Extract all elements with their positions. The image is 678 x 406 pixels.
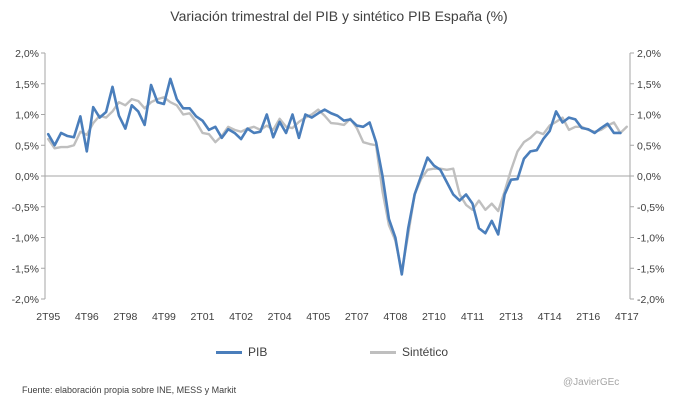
y-tick-label-left: 0,5% [15, 140, 39, 152]
y-tick-label-right: -0,5% [637, 202, 664, 214]
source-note: Fuente: elaboración propia sobre INE, ME… [22, 385, 237, 395]
y-tick-label-left: 2,0% [15, 48, 39, 60]
y-tick-label-right: -2,0% [637, 294, 664, 306]
y-tick-label-right: 2,0% [637, 48, 661, 60]
y-axis-left-ticks: 2,0% 1,5% 1,0% 0,5% 0,0% -0,5% -1,0% -1,5% -2,0% [12, 48, 45, 306]
x-tick-label: 4T05 [306, 311, 330, 323]
x-tick-label: 4T14 [538, 311, 562, 323]
x-tick-label: 2T07 [345, 311, 369, 323]
legend-label-pib: PIB [248, 345, 268, 359]
x-tick-label: 4T08 [383, 311, 407, 323]
author-credit: @JavierGEc [563, 377, 620, 388]
x-tick-label: 4T96 [75, 311, 99, 323]
x-tick-label: 2T95 [36, 311, 60, 323]
chart-title: Variación trimestral del PIB y sintético… [170, 8, 508, 24]
y-tick-label-right: 0,5% [637, 140, 661, 152]
chart-axes [44, 53, 631, 299]
x-tick-label: 2T13 [499, 311, 523, 323]
y-tick-label-left: -1,5% [12, 263, 39, 275]
y-tick-label-left: -2,0% [12, 294, 39, 306]
legend-label-sintetico: Sintético [402, 345, 449, 359]
x-tick-label: 4T11 [461, 311, 484, 323]
y-tick-label-left: 1,0% [15, 110, 39, 122]
x-tick-label: 2T16 [576, 311, 600, 323]
series-lines [46, 77, 628, 276]
legend-swatch-pib [216, 351, 242, 355]
legend-swatch-sintetico [370, 351, 396, 355]
y-axis-right-ticks: 2,0% 1,5% 1,0% 0,5% 0,0% -0,5% -1,0% -1,5% -2,0% [630, 48, 664, 306]
x-tick-label: 4T17 [615, 311, 639, 323]
series-line-pib [46, 77, 622, 276]
x-tick-label: 2T04 [268, 311, 292, 323]
y-tick-label-right: 0,0% [637, 171, 661, 183]
legend-item-pib: PIB [216, 345, 267, 359]
x-axis-ticks: 2T95 4T96 2T98 4T99 2T01 4T02 2T04 4T05 2T07 4T08… [36, 311, 639, 323]
y-tick-label-right: 1,0% [637, 110, 661, 122]
y-tick-label-left: 1,5% [15, 79, 39, 91]
x-tick-label: 2T01 [191, 311, 215, 323]
y-tick-label-left: 0,0% [15, 171, 39, 183]
x-tick-label: 2T10 [422, 311, 446, 323]
x-tick-label: 4T02 [229, 311, 253, 323]
y-tick-label-left: -0,5% [12, 202, 39, 214]
y-tick-label-right: -1,0% [637, 233, 664, 245]
x-tick-label: 2T98 [113, 311, 137, 323]
y-tick-label-right: -1,5% [637, 263, 664, 275]
legend-item-sintetico: Sintético [370, 345, 448, 359]
y-tick-label-right: 1,5% [637, 79, 661, 91]
x-tick-label: 4T99 [152, 311, 176, 323]
series-line-sintetico [47, 96, 628, 273]
y-tick-label-left: -1,0% [12, 233, 39, 245]
